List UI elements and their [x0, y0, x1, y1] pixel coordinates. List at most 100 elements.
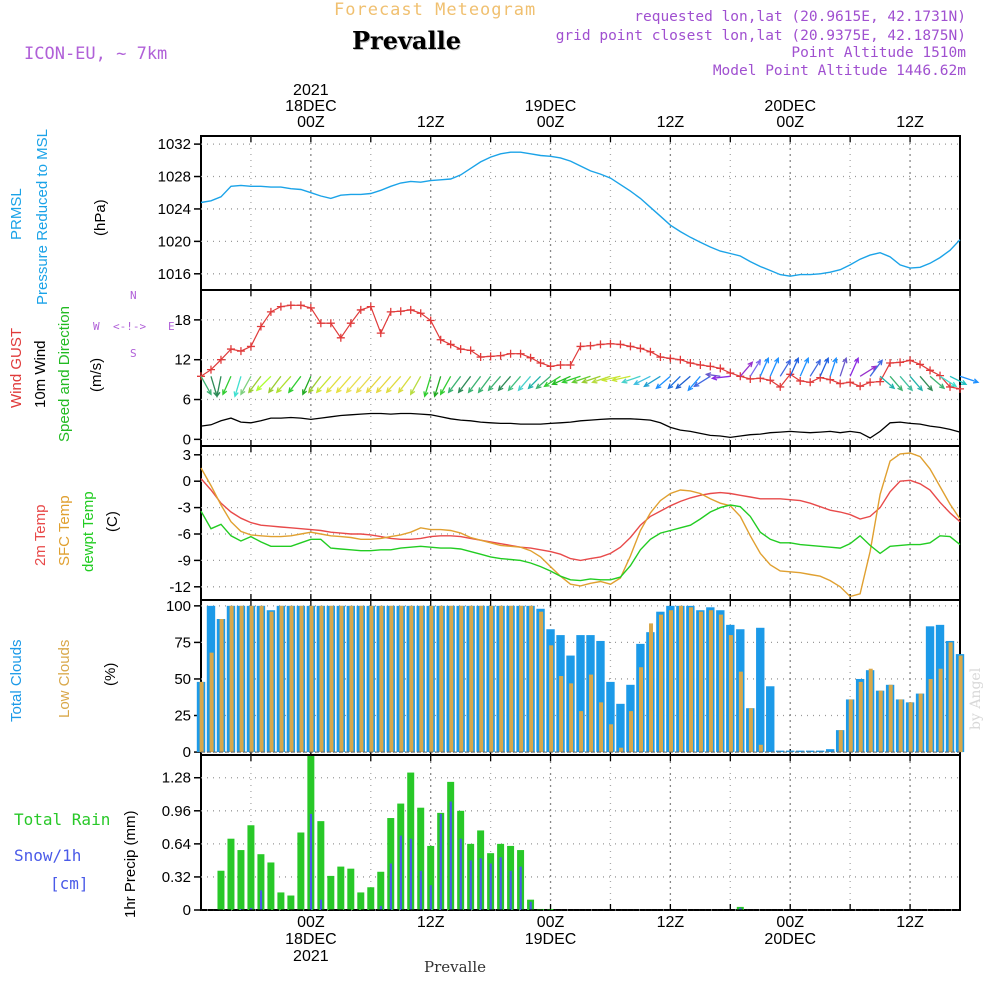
bar-snow [509, 870, 512, 910]
gust-marker [516, 349, 525, 358]
gust-marker [906, 356, 915, 365]
wind-direction-arrow [222, 376, 232, 396]
top-time-label: 12Z [896, 114, 924, 131]
gust-marker [256, 322, 265, 331]
bar-total-clouds [815, 750, 825, 753]
gust-marker [696, 361, 705, 370]
ytick-label-clouds: 75 [174, 634, 191, 651]
gust-marker [856, 382, 865, 391]
bar-snow [319, 899, 323, 910]
gust-marker [316, 319, 325, 328]
gust-marker [206, 365, 215, 374]
bar-low-clouds [489, 605, 494, 753]
wind-direction-arrow [749, 359, 762, 377]
bar-low-clouds [599, 702, 604, 753]
bar-snow [469, 860, 472, 910]
wind-direction-arrow [591, 375, 611, 384]
gust-marker [646, 347, 655, 356]
compass-e: E [168, 320, 175, 333]
gust-marker [556, 361, 565, 370]
wind-direction-arrow [302, 376, 312, 396]
bottom-time-label: 2021 [293, 948, 329, 965]
gust-marker [656, 353, 665, 362]
bar-snow [249, 907, 253, 910]
bar-low-clouds [579, 711, 584, 753]
wind-direction-arrow [527, 375, 542, 390]
ytick-label-precip: 0.96 [162, 803, 191, 820]
top-time-label: 20DEC [764, 98, 816, 115]
gust-marker [586, 341, 595, 350]
gust-marker [666, 354, 675, 363]
wind-direction-arrow [215, 376, 222, 398]
wind-direction-arrow [487, 375, 502, 392]
top-time-label: 2021 [293, 82, 329, 99]
top-time-label: 18DEC [285, 98, 337, 115]
bar-total-rain [257, 854, 265, 910]
gust-marker [736, 372, 745, 381]
gust-marker [426, 316, 435, 325]
bar-low-clouds [409, 605, 414, 753]
ytick-label-wind: 6 [183, 392, 191, 409]
bar-low-clouds [279, 605, 284, 753]
gust-marker [236, 347, 245, 356]
bar-snow [519, 866, 522, 910]
wind-direction-arrow [200, 375, 212, 396]
ytick-label-wind: 18 [174, 312, 191, 329]
bar-total-clouds [776, 750, 785, 753]
bar-total-rain [327, 875, 335, 910]
bottom-time-label: 00Z [537, 914, 565, 931]
wind-direction-arrow [551, 375, 571, 386]
wind-direction-arrow [307, 375, 322, 394]
gust-marker [486, 352, 495, 361]
bottom-time-label: 00Z [776, 914, 804, 931]
gust-marker [466, 346, 475, 355]
ytick-label-pressure: 1020 [158, 233, 191, 250]
gust-marker [776, 382, 785, 391]
gust-marker [726, 368, 735, 377]
wind-direction-arrow [779, 359, 792, 377]
wind-direction-arrow [849, 356, 859, 377]
bar-snow [499, 857, 502, 910]
top-time-label: 00Z [297, 114, 325, 131]
series-wind [200, 412, 961, 439]
bar-low-clouds [509, 605, 514, 753]
gust-marker [806, 378, 815, 387]
bar-low-clouds [619, 747, 624, 753]
bar-low-clouds [658, 614, 663, 753]
bar-low-clouds [848, 699, 853, 753]
bar-low-clouds [738, 671, 743, 753]
wind-direction-arrow [643, 375, 661, 388]
gust-marker [926, 366, 935, 375]
wind-direction-arrow [355, 375, 372, 394]
wind-direction-arrow [517, 375, 532, 392]
wind-direction-arrow [909, 375, 924, 392]
bar-total-rain [297, 832, 305, 910]
bar-low-clouds [539, 611, 544, 753]
wind-direction-arrow [423, 376, 432, 398]
compass-arrows: <-!-> [113, 320, 147, 333]
bar-total-clouds [616, 703, 625, 753]
gust-marker [596, 340, 605, 349]
requested-coords: requested lon,lat (20.9615E, 42.1731N) [634, 9, 966, 25]
ytick-label-temperature: -6 [178, 526, 191, 543]
wind-direction-arrow [919, 375, 934, 392]
bar-snow [439, 813, 442, 910]
bar-low-clouds [469, 605, 474, 753]
wind-direction-arrow [759, 356, 770, 377]
wind-direction-arrow [233, 376, 242, 398]
bar-low-clouds [908, 702, 913, 753]
bar-low-clouds [249, 605, 254, 753]
gust-marker [566, 361, 575, 370]
bar-low-clouds [609, 724, 614, 753]
gust-marker [266, 307, 275, 316]
wind-direction-arrow [610, 375, 631, 383]
precip-label-rain: Total Rain [14, 810, 111, 829]
bar-low-clouds [888, 684, 893, 753]
bar-low-clouds [499, 605, 504, 753]
bar-low-clouds [369, 605, 374, 753]
bar-snow [399, 835, 402, 910]
bar-total-clouds [806, 750, 815, 753]
wind-direction-arrow [809, 359, 821, 377]
gust-marker [286, 301, 295, 310]
